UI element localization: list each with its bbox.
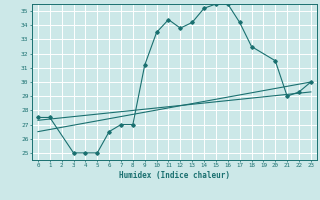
X-axis label: Humidex (Indice chaleur): Humidex (Indice chaleur)	[119, 171, 230, 180]
